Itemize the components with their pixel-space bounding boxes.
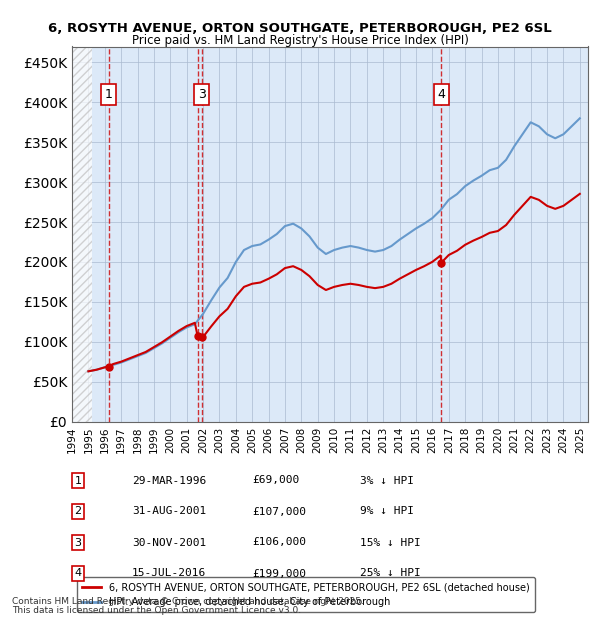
Text: £107,000: £107,000 (252, 507, 306, 516)
Text: 3: 3 (74, 538, 82, 547)
Text: 31-AUG-2001: 31-AUG-2001 (132, 507, 206, 516)
Text: 3% ↓ HPI: 3% ↓ HPI (360, 476, 414, 485)
Text: 3: 3 (198, 88, 206, 101)
Text: 4: 4 (437, 88, 445, 101)
Text: 30-NOV-2001: 30-NOV-2001 (132, 538, 206, 547)
Legend: 6, ROSYTH AVENUE, ORTON SOUTHGATE, PETERBOROUGH, PE2 6SL (detached house), HPI: : 6, ROSYTH AVENUE, ORTON SOUTHGATE, PETER… (77, 577, 535, 612)
Text: 4: 4 (74, 569, 82, 578)
Text: 6, ROSYTH AVENUE, ORTON SOUTHGATE, PETERBOROUGH, PE2 6SL: 6, ROSYTH AVENUE, ORTON SOUTHGATE, PETER… (48, 22, 552, 35)
Text: 2: 2 (74, 507, 82, 516)
Text: Price paid vs. HM Land Registry's House Price Index (HPI): Price paid vs. HM Land Registry's House … (131, 34, 469, 47)
Text: £199,000: £199,000 (252, 569, 306, 578)
Text: 9% ↓ HPI: 9% ↓ HPI (360, 507, 414, 516)
Text: 1: 1 (105, 88, 113, 101)
Text: 15-JUL-2016: 15-JUL-2016 (132, 569, 206, 578)
Text: 25% ↓ HPI: 25% ↓ HPI (360, 569, 421, 578)
Text: 29-MAR-1996: 29-MAR-1996 (132, 476, 206, 485)
Bar (72, 46, 92, 422)
Text: £69,000: £69,000 (252, 476, 299, 485)
Text: This data is licensed under the Open Government Licence v3.0.: This data is licensed under the Open Gov… (12, 606, 301, 615)
Text: £106,000: £106,000 (252, 538, 306, 547)
Text: Contains HM Land Registry data © Crown copyright and database right 2025.: Contains HM Land Registry data © Crown c… (12, 597, 364, 606)
Text: 15% ↓ HPI: 15% ↓ HPI (360, 538, 421, 547)
Text: 1: 1 (74, 476, 82, 485)
